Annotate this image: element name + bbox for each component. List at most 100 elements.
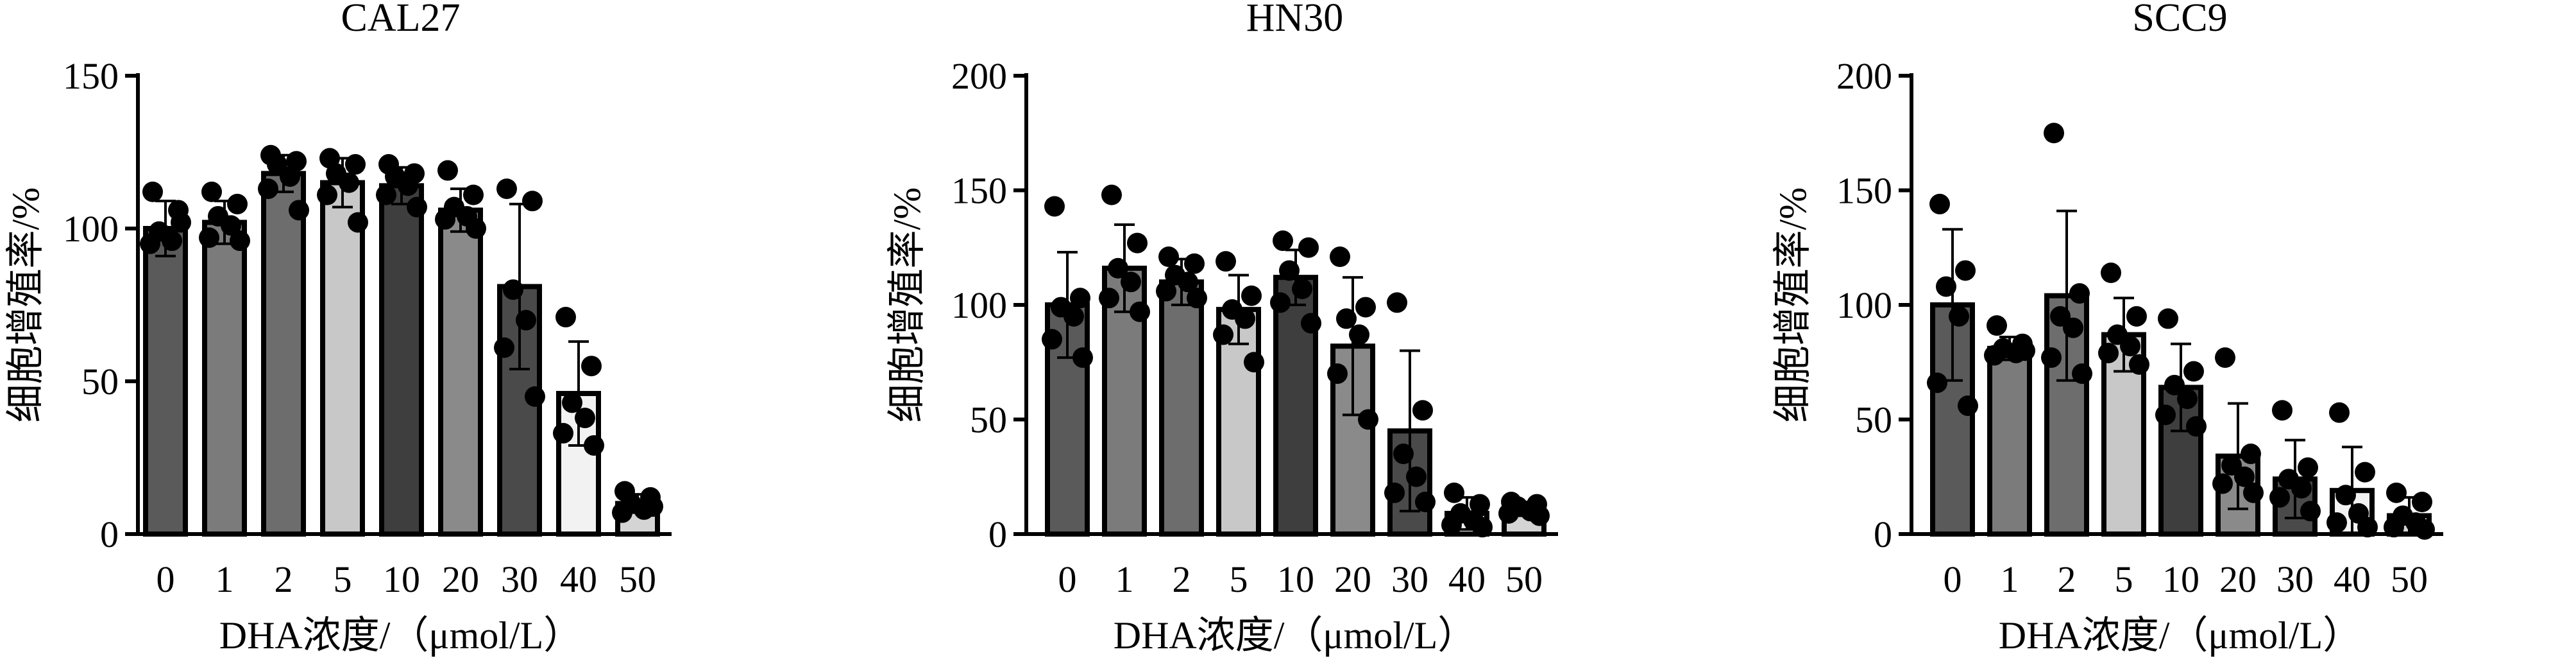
data-point-20 — [466, 218, 486, 239]
data-point-30 — [496, 178, 517, 200]
data-point-1 — [1987, 315, 2007, 336]
bar-2 — [261, 171, 306, 537]
x-tick-label: 5 — [2115, 558, 2133, 600]
data-point-20 — [1355, 297, 1376, 318]
data-point-0 — [1042, 329, 1062, 350]
data-point-5 — [1216, 251, 1236, 272]
data-point-2 — [267, 154, 287, 175]
y-tick-label: 150 — [951, 170, 1007, 212]
y-axis-label: 细胞增殖率/% — [886, 187, 928, 423]
data-point-50 — [643, 496, 663, 517]
data-point-20 — [2212, 473, 2233, 494]
x-tick-label: 1 — [2001, 558, 2019, 600]
data-point-2 — [2069, 283, 2090, 304]
data-point-10 — [2183, 361, 2204, 382]
data-point-20 — [2234, 466, 2255, 487]
data-point-0 — [1936, 276, 1956, 297]
y-tick-label: 200 — [951, 55, 1007, 97]
data-point-20 — [463, 184, 484, 205]
data-point-40 — [584, 435, 604, 456]
x-axis-label: DHA浓度/（μmol/L） — [1114, 614, 1477, 657]
data-point-30 — [1384, 482, 1405, 503]
x-tick-label: 0 — [1058, 558, 1077, 600]
data-point-1 — [221, 215, 241, 236]
data-point-0 — [1929, 193, 1950, 214]
data-point-20 — [1330, 246, 1350, 268]
y-tick-label: 0 — [1874, 514, 1892, 555]
y-axis-label: 细胞增殖率/% — [4, 187, 47, 423]
data-point-5 — [2126, 306, 2147, 327]
data-point-0 — [1063, 306, 1084, 327]
data-point-1 — [1984, 345, 2004, 366]
data-point-50 — [2412, 492, 2432, 513]
data-point-0 — [1044, 196, 1065, 217]
data-point-50 — [612, 502, 632, 523]
data-point-40 — [575, 408, 595, 429]
data-point-5 — [348, 212, 368, 233]
data-point-30 — [2272, 400, 2292, 421]
data-point-50 — [1498, 503, 1519, 524]
data-point-0 — [1927, 372, 1947, 393]
data-point-2 — [280, 166, 300, 187]
chart-title: HN30 — [1246, 0, 1344, 40]
data-point-30 — [1415, 492, 1436, 513]
data-point-10 — [376, 184, 396, 205]
y-tick-label: 0 — [100, 514, 119, 555]
data-point-2 — [2063, 317, 2083, 338]
bar-20 — [438, 207, 483, 537]
x-tick-label: 30 — [1391, 558, 1428, 600]
data-point-0 — [1955, 260, 1976, 281]
x-tick-label: 30 — [501, 558, 538, 600]
data-point-40 — [1444, 482, 1464, 503]
data-point-20 — [1327, 363, 1348, 384]
data-point-2 — [1158, 246, 1179, 268]
data-point-30 — [1393, 444, 1414, 465]
x-tick-label: 30 — [2276, 558, 2314, 600]
data-point-5 — [2120, 336, 2140, 357]
data-point-1 — [2015, 340, 2035, 361]
bar-1 — [202, 220, 247, 537]
data-point-30 — [503, 279, 523, 300]
data-point-30 — [525, 386, 545, 407]
data-point-10 — [1270, 292, 1291, 313]
x-axis-label: DHA浓度/（μmol/L） — [219, 614, 582, 657]
y-tick-label: 100 — [1836, 284, 1892, 326]
data-point-0 — [171, 212, 191, 233]
y-tick-label: 150 — [63, 55, 119, 97]
data-point-40 — [562, 392, 582, 413]
data-point-30 — [1387, 292, 1407, 313]
bar-1 — [1987, 345, 2032, 537]
data-point-2 — [289, 200, 309, 221]
data-point-30 — [2300, 501, 2321, 522]
data-point-2 — [2041, 347, 2062, 368]
data-point-2 — [1156, 281, 1176, 302]
data-point-30 — [2291, 478, 2312, 499]
x-tick-label: 5 — [334, 558, 352, 600]
data-point-30 — [2298, 457, 2318, 478]
x-tick-label: 0 — [1944, 558, 1962, 600]
data-point-1 — [1127, 232, 1148, 254]
x-tick-label: 50 — [1505, 558, 1543, 600]
data-point-1 — [1108, 257, 1128, 279]
data-point-10 — [2177, 388, 2198, 410]
x-tick-label: 1 — [216, 558, 234, 600]
data-point-20 — [2243, 482, 2264, 503]
data-point-40 — [1441, 514, 1462, 535]
data-point-0 — [142, 181, 163, 202]
data-point-2 — [1178, 272, 1198, 293]
x-tick-label: 2 — [275, 558, 293, 600]
x-tick-label: 2 — [1173, 558, 1191, 600]
x-tick-label: 1 — [1115, 558, 1134, 600]
data-point-30 — [1406, 466, 1427, 487]
data-point-10 — [2186, 416, 2207, 437]
data-point-0 — [140, 233, 160, 254]
data-point-10 — [398, 175, 418, 196]
data-point-10 — [1298, 237, 1319, 258]
data-point-10 — [1292, 279, 1312, 300]
bar-10 — [379, 183, 424, 537]
data-point-10 — [1273, 230, 1293, 252]
data-point-50 — [2414, 519, 2435, 540]
